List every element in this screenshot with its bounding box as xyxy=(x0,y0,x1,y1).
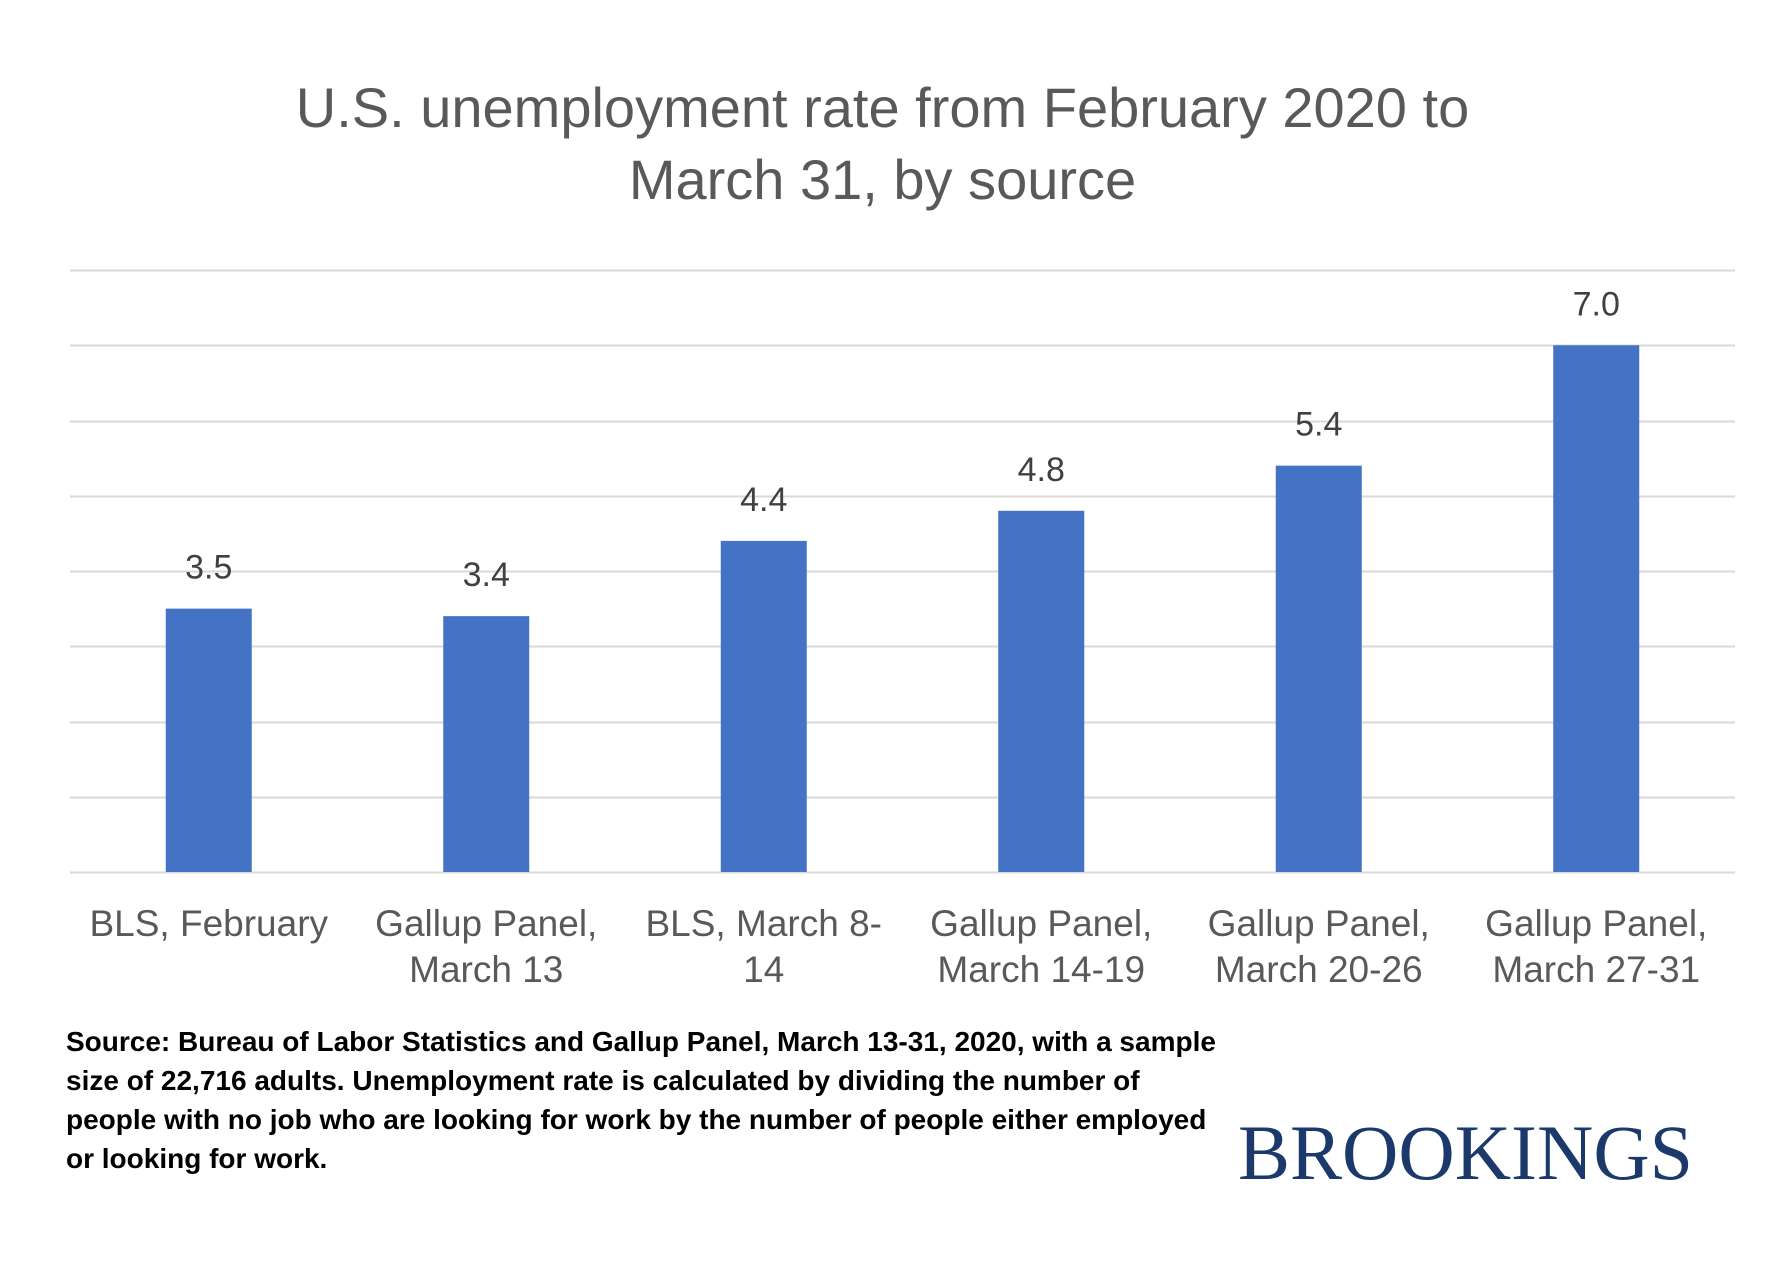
bar xyxy=(1275,465,1362,872)
data-label: 5.4 xyxy=(1295,406,1342,444)
gridlines xyxy=(70,269,1735,874)
x-tick-label-line: March 14-19 xyxy=(937,949,1145,990)
chart-title: U.S. unemployment rate from February 202… xyxy=(0,72,1765,216)
brookings-logo: BROOKINGS xyxy=(1238,1109,1694,1196)
chart-title-line-1: U.S. unemployment rate from February 202… xyxy=(295,76,1470,139)
x-tick-label-line: Gallup Panel, xyxy=(1208,903,1430,944)
x-tick-label-line: March 27-31 xyxy=(1492,949,1700,990)
x-tick-label: Gallup Panel, March 14-19 xyxy=(930,903,1152,990)
x-tick-label-line: 14 xyxy=(743,949,784,990)
x-tick-label-line: March 20-26 xyxy=(1215,949,1423,990)
x-tick-label: BLS, March 8- 14 xyxy=(646,903,882,990)
source-note: Source: Bureau of Labor Statistics and G… xyxy=(66,1026,1216,1174)
x-tick-label: BLS, February xyxy=(89,903,328,944)
bar xyxy=(443,616,530,872)
x-tick-label: Gallup Panel, March 20-26 xyxy=(1208,903,1430,990)
x-tick-label: Gallup Panel, March 27-31 xyxy=(1485,903,1707,990)
x-tick-label-line: March 13 xyxy=(409,949,563,990)
x-axis-tick-labels: BLS, February Gallup Panel, March 13 BLS, M… xyxy=(89,903,1707,990)
x-tick-label-line: Gallup Panel, xyxy=(375,903,597,944)
data-label: 3.4 xyxy=(463,556,510,594)
data-label: 4.4 xyxy=(740,481,787,519)
bar xyxy=(1553,345,1640,872)
chart-title-line-2: March 31, by source xyxy=(628,148,1137,211)
data-label: 3.5 xyxy=(185,549,232,587)
x-tick-label: Gallup Panel, March 13 xyxy=(375,903,597,990)
data-label: 7.0 xyxy=(1573,285,1620,323)
bar xyxy=(998,510,1085,872)
data-labels: 3.5 3.4 4.4 4.8 5.4 7.0 xyxy=(185,285,1620,594)
x-tick-label-line: BLS, February xyxy=(89,903,328,944)
bars xyxy=(165,345,1640,872)
bar-chart: 3.5 3.4 4.4 4.8 5.4 7.0 BLS, February Gallup P… xyxy=(70,269,1735,990)
data-label: 4.8 xyxy=(1018,451,1065,489)
x-tick-label-line: Gallup Panel, xyxy=(1485,903,1707,944)
x-tick-label-line: Gallup Panel, xyxy=(930,903,1152,944)
bar xyxy=(165,608,252,872)
x-tick-label-line: BLS, March 8- xyxy=(646,903,882,944)
bar xyxy=(720,540,807,872)
